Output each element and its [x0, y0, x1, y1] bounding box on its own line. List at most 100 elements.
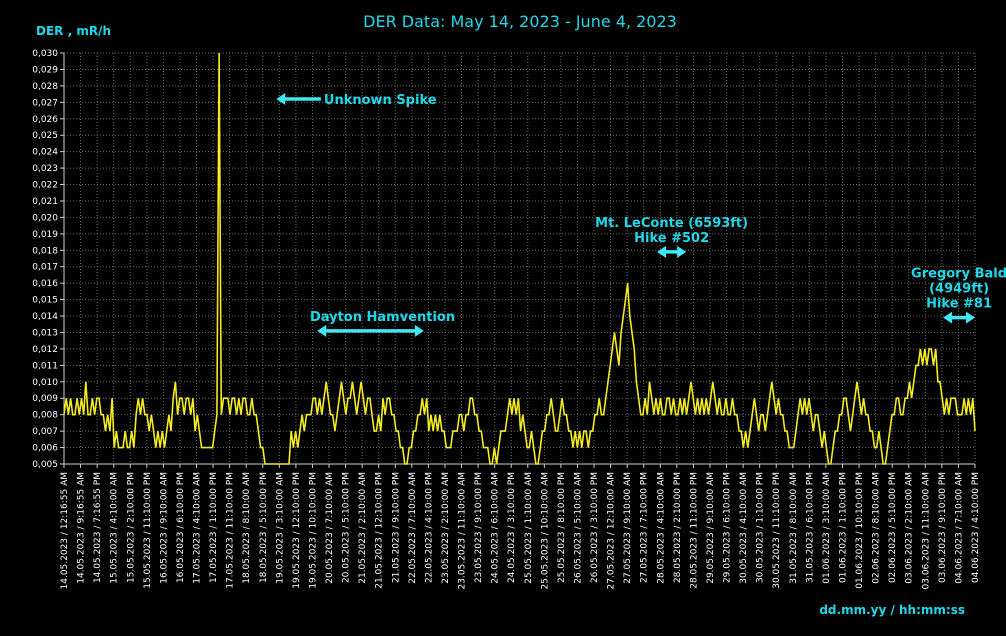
- y-tick-labels: 0,005 0,006 0,007 0,008 0,009 0,010 0,011 0,012…: [32, 49, 58, 470]
- y-tick-label: 0,015: [32, 296, 58, 306]
- annotation: Mt. LeConte (6593ft)Hike #502: [595, 216, 748, 258]
- y-tick-label: 0,006: [32, 444, 58, 454]
- x-tick-label: 03.06.2023 / 2:10:00 AM: [905, 472, 915, 584]
- x-tick-label: 30.05.2023 / 11:10:00 PM: [772, 472, 782, 589]
- annotation-label: Mt. LeConte (6593ft): [595, 216, 748, 231]
- x-tick-label: 21.05.2023 / 12:10:00 PM: [375, 472, 385, 589]
- x-tick-label: 20.05.2023 / 5:10:00 PM: [342, 472, 352, 583]
- y-tick-label: 0,005: [32, 460, 58, 470]
- chart-title: DER Data: May 14, 2023 - June 4, 2023: [363, 12, 677, 31]
- x-tick-label: 28.05.2023 / 2:10:00 PM: [673, 472, 683, 583]
- x-tick-label: 26.05.2023 / 3:10:00 PM: [590, 472, 600, 583]
- y-tick-label: 0,010: [32, 378, 58, 388]
- x-tick-label: 26.05.2023 / 5:10:00 AM: [573, 472, 583, 584]
- x-tick-label: 03.06.2023 / 11:10:00 AM: [921, 472, 931, 590]
- x-tick-label: 17.05.2023 / 1:10:00 PM: [209, 472, 219, 583]
- x-tick-label: 30.05.2023 / 4:10:00 AM: [739, 472, 749, 584]
- annotations: Unknown Spike Dayton Hamvention Mt. LeCont…: [276, 93, 1006, 337]
- x-tick-label: 23.05.2023 / 9:10:00 PM: [474, 472, 484, 583]
- y-tick-label: 0,016: [32, 279, 58, 289]
- x-tick-label: 31.05.2023 / 8:10:00 AM: [789, 472, 799, 584]
- y-tick-label: 0,008: [32, 411, 58, 421]
- x-tick-label: 29.05.2023 / 6:10:00 PM: [723, 472, 733, 583]
- y-tick-label: 0,025: [32, 131, 58, 141]
- y-tick-label: 0,013: [32, 328, 58, 338]
- x-tick-label: 27.05.2023 / 12:10:00 AM: [607, 472, 617, 590]
- x-tick-label: 14.05.2023 / 7:16:55 PM: [93, 472, 103, 583]
- annotation-label: Gregory Bald: [911, 267, 1006, 282]
- series-line: [63, 52, 976, 465]
- annotation-label: Hike #502: [634, 231, 709, 246]
- x-tick-label: 04.06.2023 / 7:10:00 AM: [954, 472, 964, 584]
- x-tick-label: 18.05.2023 / 8:10:00 AM: [242, 472, 252, 584]
- x-tick-label: 01.06.2023 / 1:10:00 PM: [838, 472, 848, 583]
- y-axis-label: DER , mR/h: [36, 24, 111, 38]
- annotation: Gregory Bald(4949ft)Hike #81: [911, 267, 1006, 324]
- x-tick-label: 27.05.2023 / 7:10:00 PM: [640, 472, 650, 583]
- y-tick-label: 0,018: [32, 246, 58, 256]
- x-tick-label: 18.05.2023 / 5:10:00 PM: [259, 472, 269, 583]
- x-tick-label: 21.05.2023 / 9:10:00 PM: [391, 472, 401, 583]
- y-tick-label: 0,028: [32, 82, 58, 92]
- x-tick-label: 30.05.2023 / 1:10:00 PM: [756, 472, 766, 583]
- x-tick-label: 02.06.2023 / 8:10:00 AM: [872, 472, 882, 584]
- x-tick-label: 19.05.2023 / 3:10:00 AM: [275, 472, 285, 584]
- arrowhead: [966, 311, 975, 324]
- x-tick-label: 24.05.2023 / 3:10:00 PM: [507, 472, 517, 583]
- x-tick-label: 25.05.2023 / 10:10:00 AM: [540, 472, 550, 590]
- annotation-label: (4949ft): [929, 282, 989, 297]
- x-tick-label: 27.05.2023 / 9:10:00 AM: [623, 472, 633, 584]
- y-tick-label: 0,027: [32, 98, 58, 108]
- annotation-label: Unknown Spike: [324, 93, 437, 108]
- x-tick-label: 28.05.2023 / 4:10:00 AM: [656, 472, 666, 584]
- x-tick-label: 15.05.2023 / 4:10:00 AM: [110, 472, 120, 584]
- x-tick-label: 01.06.2023 / 3:10:00 AM: [822, 472, 832, 584]
- x-tick-label: 17.05.2023 / 4:10:00 AM: [193, 472, 203, 584]
- y-tick-label: 0,029: [32, 65, 58, 75]
- x-tick-label: 21.05.2023 / 2:10:00 AM: [358, 472, 368, 584]
- annotation-label: Dayton Hamvention: [310, 310, 455, 325]
- axes: [60, 52, 976, 468]
- x-tick-label: 25.05.2023 / 8:10:00 PM: [557, 472, 567, 583]
- x-tick-label: 25.05.2023 / 1:10:00 AM: [524, 472, 534, 584]
- x-tick-label: 23.05.2023 / 2:10:00 AM: [441, 472, 451, 584]
- annotation: Unknown Spike: [276, 93, 437, 108]
- y-tick-label: 0,011: [32, 361, 58, 371]
- x-tick-label: 17.05.2023 / 11:10:00 PM: [226, 472, 236, 589]
- arrowhead: [276, 93, 286, 106]
- y-tick-label: 0,017: [32, 263, 58, 273]
- annotation-label: Hike #81: [926, 297, 992, 312]
- x-tick-label: 14.05.2023 / 9:16:55 AM: [77, 472, 87, 584]
- x-tick-label: 23.05.2023 / 11:10:00 AM: [458, 472, 468, 590]
- x-tick-label: 28.05.2023 / 11:10:00 PM: [689, 472, 699, 589]
- x-tick-label: 16.05.2023 / 6:10:00 PM: [176, 472, 186, 583]
- arrowhead: [317, 324, 327, 337]
- x-tick-label: 14.05.2023 / 12:16:55 AM: [60, 472, 70, 590]
- x-tick-label: 15.05.2023 / 2:10:00 PM: [126, 472, 136, 583]
- x-tick-label: 01.06.2023 / 10:10:00 PM: [855, 472, 865, 589]
- x-tick-label: 19.05.2023 / 10:10:00 PM: [308, 472, 318, 589]
- y-tick-label: 0,023: [32, 164, 58, 174]
- y-tick-label: 0,019: [32, 230, 58, 240]
- arrowhead: [657, 245, 667, 258]
- y-tick-label: 0,007: [32, 427, 58, 437]
- x-tick-label: 24.05.2023 / 6:10:00 AM: [491, 472, 501, 584]
- arrowhead: [677, 245, 687, 258]
- x-tick-label: 02.06.2023 / 5:10:00 PM: [888, 472, 898, 583]
- y-tick-label: 0,020: [32, 213, 58, 223]
- arrowhead: [414, 324, 424, 337]
- y-tick-label: 0,024: [32, 148, 58, 158]
- x-tick-label: 22.05.2023 / 7:10:00 AM: [408, 472, 418, 584]
- y-tick-label: 0,009: [32, 394, 58, 404]
- x-tick-labels: 14.05.2023 / 12:16:55 AM 14.05.2023 / 9:1…: [60, 472, 981, 590]
- x-tick-label: 31.05.2023 / 6:10:00 PM: [805, 472, 815, 583]
- y-tick-label: 0,012: [32, 345, 58, 355]
- series-layer: [63, 52, 976, 465]
- y-tick-label: 0,022: [32, 181, 58, 191]
- x-tick-label: 04.06.2023 / 4:10:00 PM: [971, 472, 981, 583]
- x-tick-label: 15.05.2023 / 11:10:00 PM: [143, 472, 153, 589]
- arrowhead: [943, 311, 953, 324]
- x-tick-label: 16.05.2023 / 9:10:00 AM: [159, 472, 169, 584]
- grid: [63, 52, 976, 464]
